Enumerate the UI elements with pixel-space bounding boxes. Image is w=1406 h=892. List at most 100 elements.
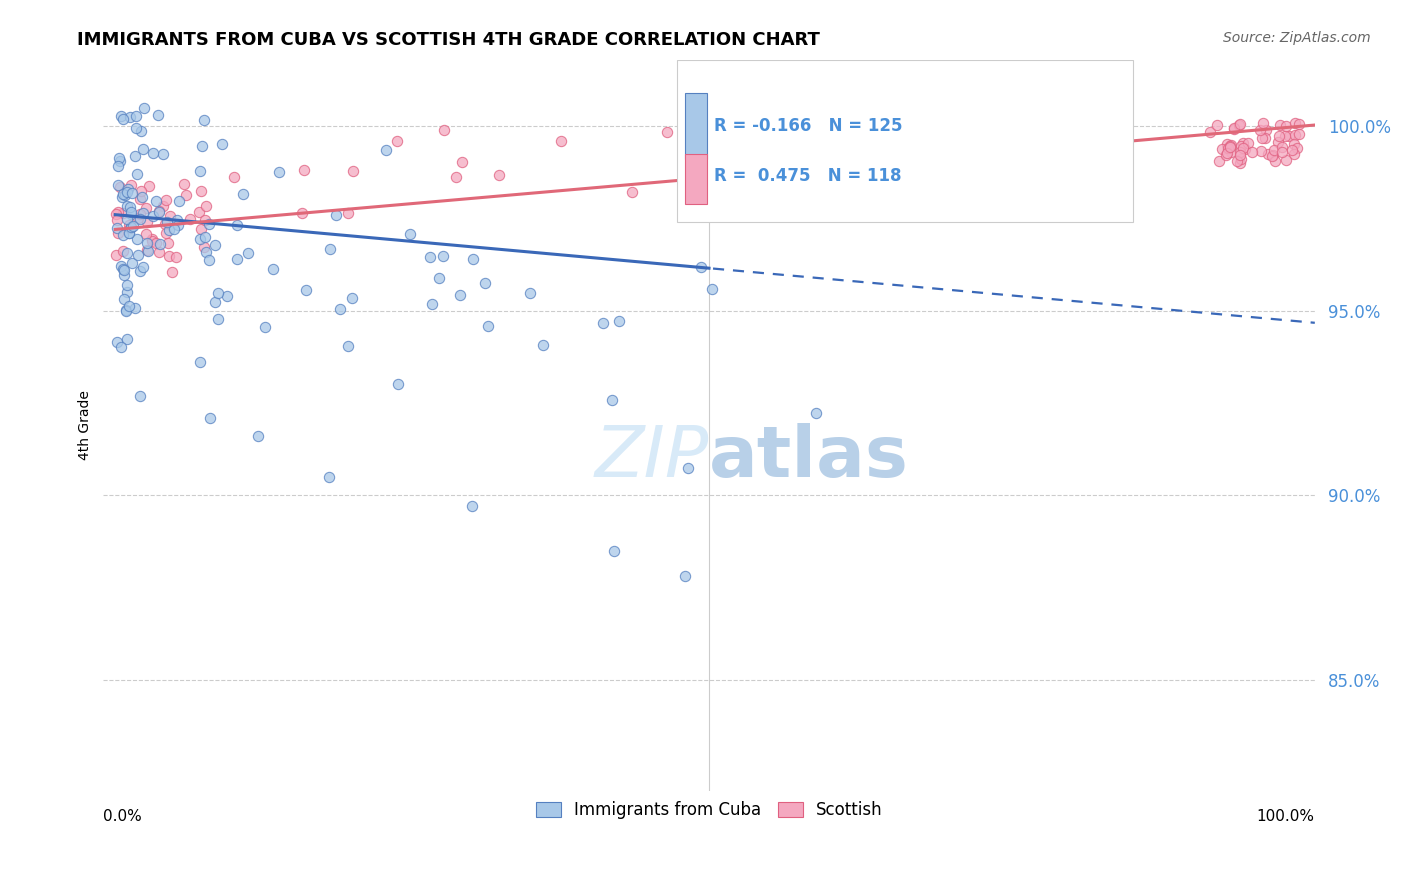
- Point: [1223, 121, 1246, 136]
- Point: [105, 248, 128, 262]
- Point: [129, 184, 152, 198]
- Point: [110, 340, 132, 354]
- Point: [128, 211, 150, 226]
- Point: [163, 222, 186, 236]
- Point: [190, 221, 212, 235]
- Point: [292, 163, 315, 178]
- Point: [120, 200, 142, 214]
- Point: [121, 256, 143, 270]
- Point: [519, 285, 541, 300]
- Point: [318, 470, 340, 484]
- Point: [179, 212, 201, 227]
- Point: [125, 232, 148, 246]
- Point: [129, 123, 152, 137]
- Point: [1261, 149, 1284, 163]
- Point: [157, 235, 180, 250]
- Point: [226, 252, 249, 266]
- Text: R =  0.475   N = 118: R = 0.475 N = 118: [714, 167, 901, 185]
- Point: [1216, 145, 1239, 160]
- Point: [232, 186, 254, 201]
- Point: [207, 311, 229, 326]
- Point: [700, 282, 723, 296]
- Text: ZIP: ZIP: [595, 424, 709, 492]
- Point: [236, 246, 259, 260]
- Point: [145, 235, 167, 250]
- Point: [1278, 129, 1301, 144]
- FancyBboxPatch shape: [678, 60, 1133, 222]
- Point: [124, 121, 146, 136]
- Point: [1288, 117, 1310, 131]
- Legend: Immigrants from Cuba, Scottish: Immigrants from Cuba, Scottish: [529, 795, 890, 826]
- Point: [387, 376, 409, 391]
- Point: [117, 185, 139, 199]
- Point: [157, 223, 180, 237]
- Point: [329, 301, 352, 316]
- Point: [135, 227, 157, 242]
- Point: [657, 125, 679, 139]
- Point: [193, 113, 215, 128]
- Point: [806, 406, 828, 420]
- Point: [450, 154, 472, 169]
- Point: [226, 218, 249, 232]
- Point: [188, 232, 211, 246]
- Point: [1275, 119, 1298, 133]
- Point: [193, 240, 215, 254]
- Point: [207, 285, 229, 300]
- Point: [1208, 154, 1230, 169]
- Point: [105, 334, 128, 349]
- Point: [387, 134, 409, 148]
- Point: [112, 206, 135, 220]
- Point: [156, 215, 179, 229]
- Point: [115, 278, 138, 293]
- Point: [714, 119, 737, 133]
- Point: [204, 295, 226, 310]
- Point: [342, 163, 364, 178]
- Point: [460, 500, 482, 514]
- Point: [115, 303, 138, 318]
- Point: [751, 112, 773, 126]
- Point: [152, 147, 174, 161]
- Point: [155, 218, 177, 232]
- Point: [128, 389, 150, 403]
- Point: [117, 182, 139, 196]
- Point: [1285, 141, 1308, 155]
- Point: [318, 242, 340, 256]
- Point: [474, 276, 496, 290]
- Point: [131, 142, 153, 156]
- Text: 0.0%: 0.0%: [104, 809, 142, 824]
- Point: [131, 190, 153, 204]
- Point: [125, 109, 148, 123]
- Point: [148, 204, 170, 219]
- Point: [141, 146, 163, 161]
- Point: [108, 151, 131, 165]
- Point: [449, 288, 471, 302]
- Point: [1237, 136, 1260, 151]
- Point: [550, 134, 572, 148]
- Point: [124, 301, 146, 316]
- Point: [706, 123, 728, 137]
- Point: [1274, 128, 1296, 143]
- Point: [112, 263, 135, 277]
- Point: [188, 355, 211, 369]
- Point: [148, 108, 170, 122]
- Point: [167, 218, 190, 232]
- Text: IMMIGRANTS FROM CUBA VS SCOTTISH 4TH GRADE CORRELATION CHART: IMMIGRANTS FROM CUBA VS SCOTTISH 4TH GRA…: [77, 31, 820, 49]
- Point: [112, 228, 135, 243]
- Point: [121, 219, 143, 234]
- Point: [121, 219, 143, 233]
- Point: [1254, 123, 1277, 137]
- Point: [162, 265, 184, 279]
- Point: [121, 186, 143, 200]
- Point: [129, 264, 152, 278]
- Point: [197, 217, 219, 231]
- Point: [127, 211, 149, 226]
- Point: [420, 297, 443, 311]
- Point: [1199, 125, 1222, 139]
- Point: [267, 165, 290, 179]
- Point: [107, 159, 129, 173]
- Point: [1216, 137, 1239, 152]
- Point: [700, 128, 723, 143]
- Point: [112, 244, 135, 259]
- Point: [174, 188, 197, 202]
- Point: [136, 215, 159, 229]
